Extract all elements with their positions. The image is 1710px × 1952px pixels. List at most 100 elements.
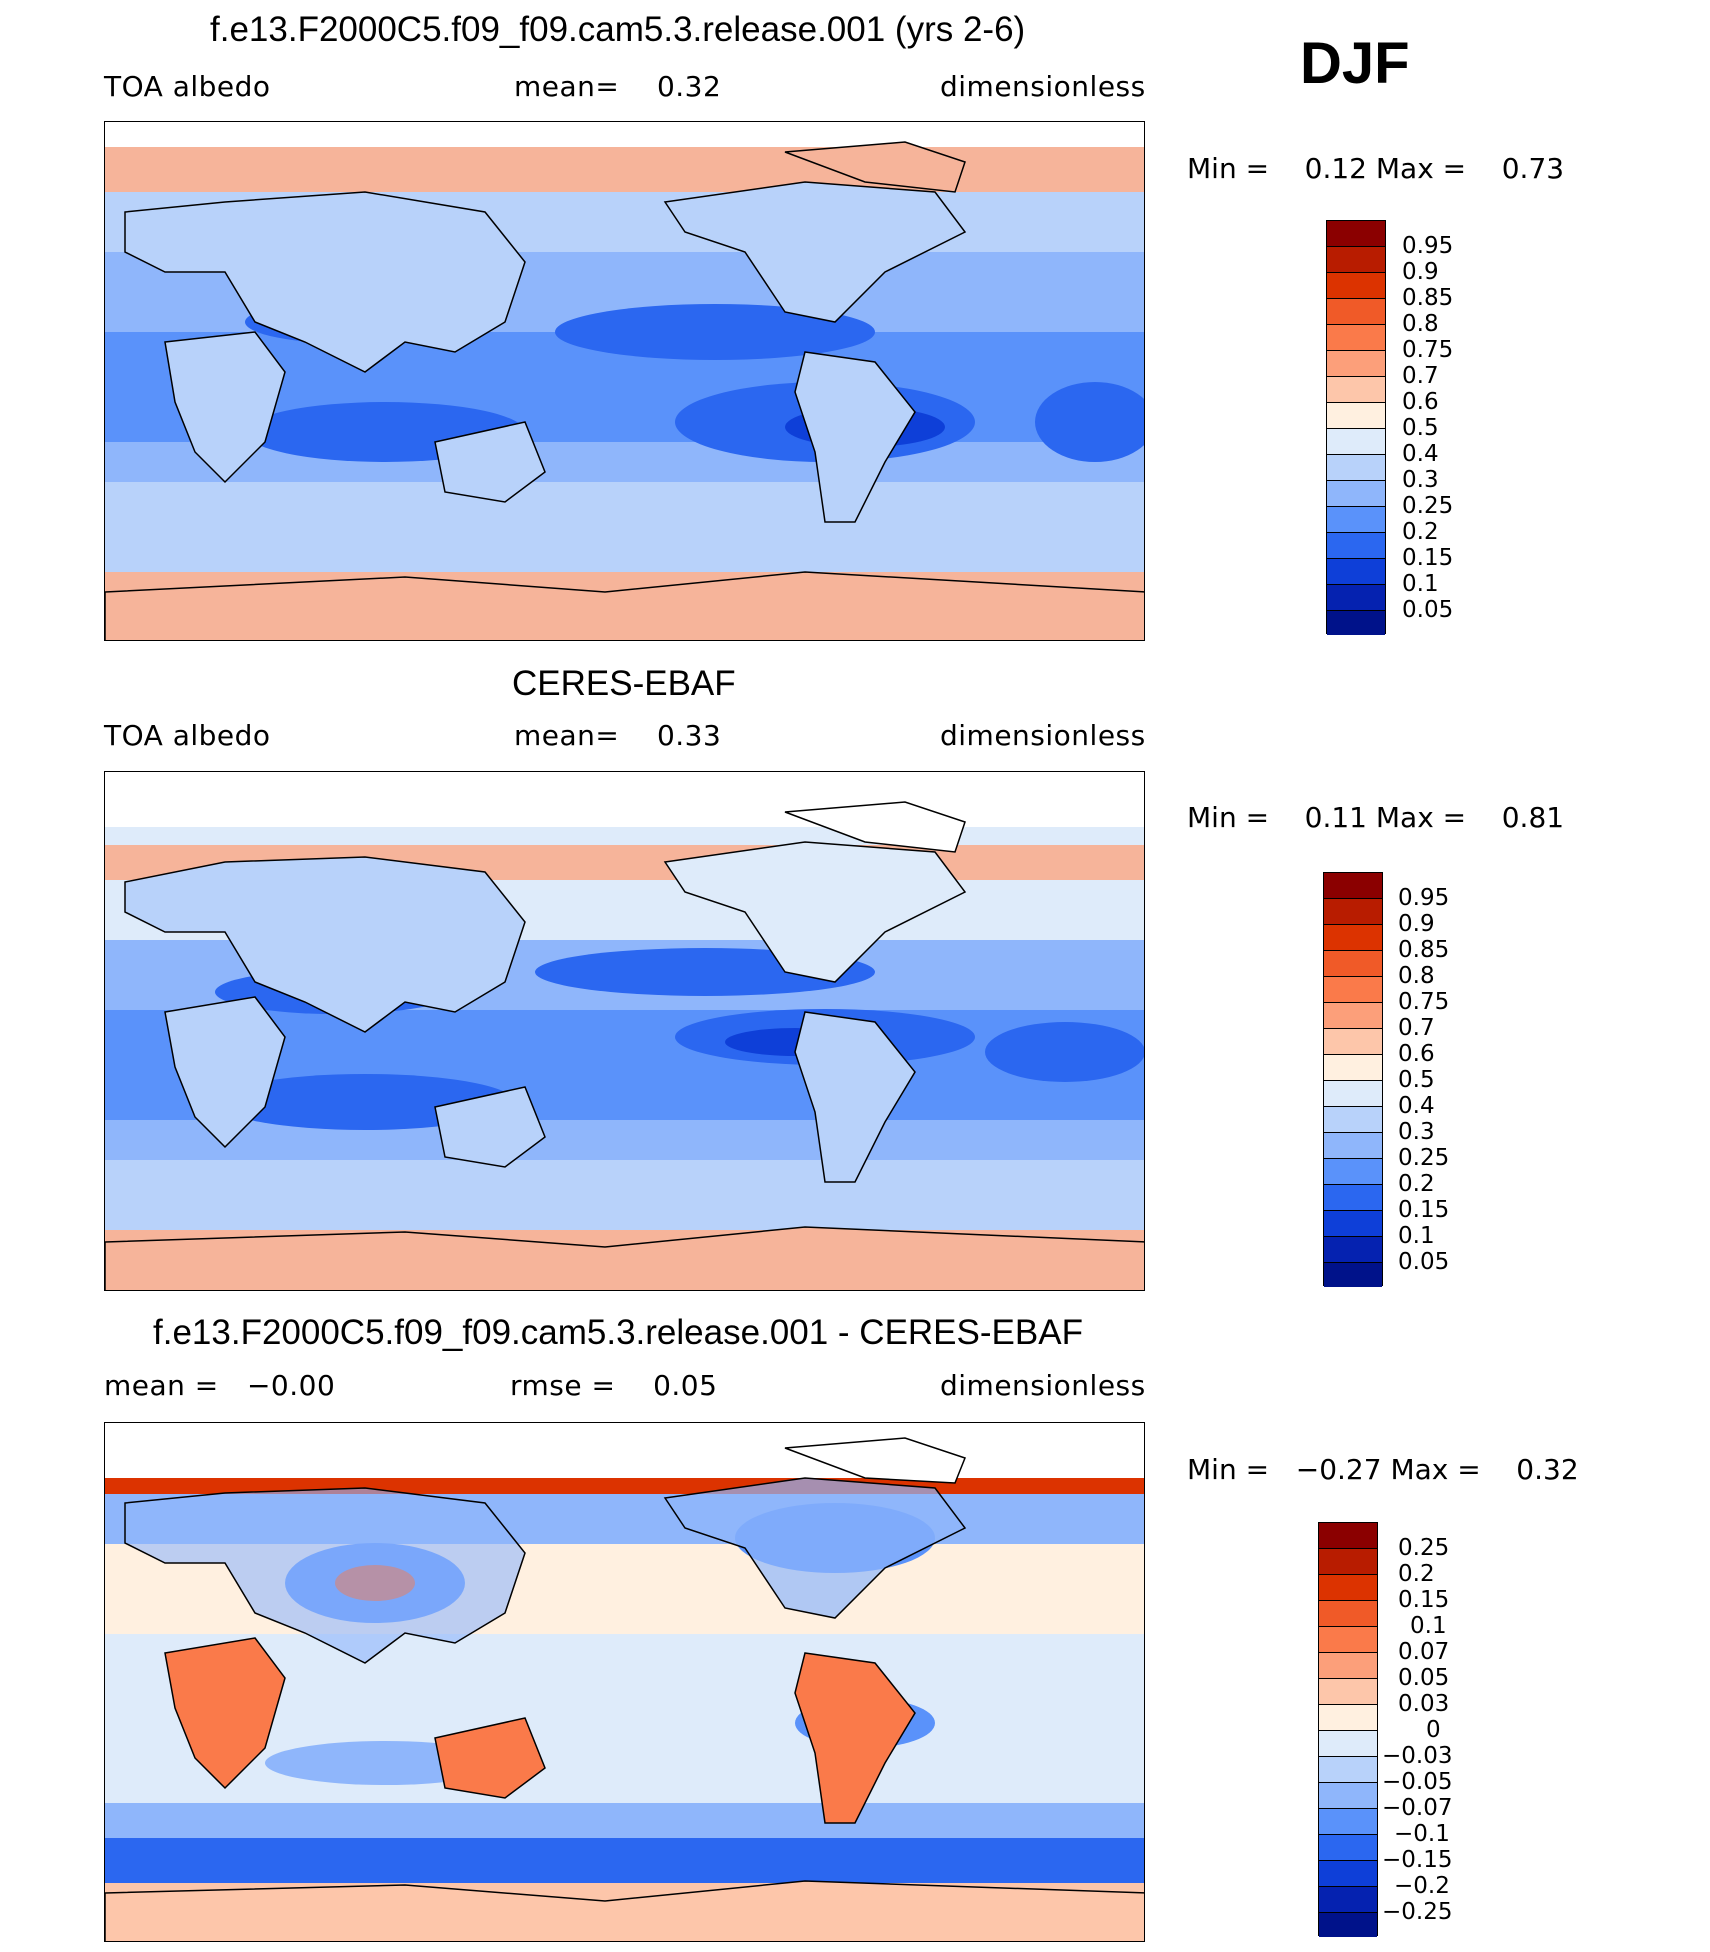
panel-2-variable-label: TOA albedo <box>104 719 271 752</box>
cb2-label-4: 0.75 <box>1398 989 1450 1015</box>
cb2-box-10 <box>1324 1133 1382 1159</box>
panel-3-map-svg <box>105 1423 1144 1941</box>
cb1-label-7: 0.5 <box>1402 415 1439 441</box>
panel-3-colorbar <box>1318 1522 1378 1937</box>
panel-2-map <box>104 771 1145 1291</box>
cb3-label-9: −0.05 <box>1382 1769 1453 1795</box>
cb2-label-5: 0.7 <box>1398 1015 1435 1041</box>
cb3-box-9 <box>1319 1757 1377 1783</box>
panel-2-mean-label: mean= 0.33 <box>514 719 722 752</box>
cb2-box-15 <box>1324 1263 1382 1287</box>
panel-1-colorbar <box>1326 220 1386 635</box>
cb1-label-9: 0.3 <box>1402 467 1439 493</box>
cb2-label-13: 0.1 <box>1398 1223 1435 1249</box>
cb3-box-13 <box>1319 1861 1377 1887</box>
cb2-label-8: 0.4 <box>1398 1093 1435 1119</box>
panel-1-title: f.e13.F2000C5.f09_f09.cam5.3.release.001… <box>210 10 1026 49</box>
panel-2-colorbar <box>1323 872 1383 1287</box>
cb2-label-6: 0.6 <box>1398 1041 1435 1067</box>
panel-1-map-svg <box>105 122 1144 640</box>
panel-2-map-svg <box>105 772 1144 1290</box>
cb1-box-9 <box>1327 455 1385 481</box>
cb3-label-13: −0.2 <box>1394 1873 1450 1899</box>
cb1-box-0 <box>1327 221 1385 247</box>
cb2-box-13 <box>1324 1211 1382 1237</box>
panel-1-units-label: dimensionless <box>940 70 1146 103</box>
cb3-label-12: −0.15 <box>1382 1847 1453 1873</box>
panel-3-minmax: Min = −0.27 Max = 0.32 <box>1187 1453 1579 1486</box>
cb2-box-0 <box>1324 873 1382 899</box>
cb2-label-10: 0.25 <box>1398 1145 1450 1171</box>
cb3-box-11 <box>1319 1809 1377 1835</box>
cb3-box-14 <box>1319 1887 1377 1913</box>
panel-3-title: f.e13.F2000C5.f09_f09.cam5.3.release.001… <box>153 1313 1083 1352</box>
cb3-label-1: 0.2 <box>1398 1561 1435 1587</box>
panel-3-mean-label: mean = −0.00 <box>104 1369 336 1402</box>
cb1-label-13: 0.1 <box>1402 571 1439 597</box>
cb2-box-4 <box>1324 977 1382 1003</box>
cb2-label-1: 0.9 <box>1398 911 1435 937</box>
cb1-box-1 <box>1327 247 1385 273</box>
cb1-box-13 <box>1327 559 1385 585</box>
panel-2-minmax: Min = 0.11 Max = 0.81 <box>1187 801 1565 834</box>
cb1-label-4: 0.75 <box>1402 337 1454 363</box>
cb2-label-9: 0.3 <box>1398 1119 1435 1145</box>
cb2-box-7 <box>1324 1055 1382 1081</box>
cb3-box-1 <box>1319 1549 1377 1575</box>
cb1-label-11: 0.2 <box>1402 519 1439 545</box>
cb1-box-6 <box>1327 377 1385 403</box>
cb1-label-1: 0.9 <box>1402 259 1439 285</box>
cb1-label-0: 0.95 <box>1402 233 1454 259</box>
panel-3-map <box>104 1422 1145 1942</box>
cb1-box-11 <box>1327 507 1385 533</box>
cb2-box-1 <box>1324 899 1382 925</box>
cb1-box-15 <box>1327 611 1385 635</box>
cb1-label-14: 0.05 <box>1402 597 1454 623</box>
cb3-label-8: −0.03 <box>1382 1743 1453 1769</box>
cb2-box-5 <box>1324 1003 1382 1029</box>
cb2-box-9 <box>1324 1107 1382 1133</box>
cb2-label-14: 0.05 <box>1398 1249 1450 1275</box>
cb1-label-8: 0.4 <box>1402 441 1439 467</box>
panel-2-title: CERES-EBAF <box>512 664 736 703</box>
cb3-label-2: 0.15 <box>1398 1587 1450 1613</box>
cb3-label-3: 0.1 <box>1410 1613 1447 1639</box>
cb1-label-2: 0.85 <box>1402 285 1454 311</box>
panel-3-rmse-label: rmse = 0.05 <box>510 1369 718 1402</box>
cb3-box-2 <box>1319 1575 1377 1601</box>
panel-1-minmax: Min = 0.12 Max = 0.73 <box>1187 152 1565 185</box>
cb2-label-7: 0.5 <box>1398 1067 1435 1093</box>
cb2-box-3 <box>1324 951 1382 977</box>
cb1-box-3 <box>1327 299 1385 325</box>
cb3-box-7 <box>1319 1705 1377 1731</box>
cb3-box-12 <box>1319 1835 1377 1861</box>
cb3-label-4: 0.07 <box>1398 1639 1450 1665</box>
cb3-label-11: −0.1 <box>1394 1821 1450 1847</box>
season-label: DJF <box>1300 31 1410 96</box>
cb1-box-10 <box>1327 481 1385 507</box>
cb1-label-3: 0.8 <box>1402 311 1439 337</box>
cb1-box-2 <box>1327 273 1385 299</box>
cb2-box-14 <box>1324 1237 1382 1263</box>
cb3-label-6: 0.03 <box>1398 1691 1450 1717</box>
cb2-label-2: 0.85 <box>1398 937 1450 963</box>
cb1-label-12: 0.15 <box>1402 545 1454 571</box>
cb1-label-6: 0.6 <box>1402 389 1439 415</box>
cb3-box-4 <box>1319 1627 1377 1653</box>
cb3-label-7: 0 <box>1426 1717 1441 1743</box>
cb3-label-0: 0.25 <box>1398 1535 1450 1561</box>
cb2-label-11: 0.2 <box>1398 1171 1435 1197</box>
cb3-label-5: 0.05 <box>1398 1665 1450 1691</box>
cb3-box-10 <box>1319 1783 1377 1809</box>
cb2-box-11 <box>1324 1159 1382 1185</box>
cb1-label-5: 0.7 <box>1402 363 1439 389</box>
cb2-label-0: 0.95 <box>1398 885 1450 911</box>
cb2-box-2 <box>1324 925 1382 951</box>
cb3-label-14: −0.25 <box>1382 1899 1453 1925</box>
panel-3-units-label: dimensionless <box>940 1369 1146 1402</box>
cb2-label-12: 0.15 <box>1398 1197 1450 1223</box>
cb2-box-6 <box>1324 1029 1382 1055</box>
cb3-label-10: −0.07 <box>1382 1795 1453 1821</box>
cb1-box-12 <box>1327 533 1385 559</box>
cb1-box-5 <box>1327 351 1385 377</box>
